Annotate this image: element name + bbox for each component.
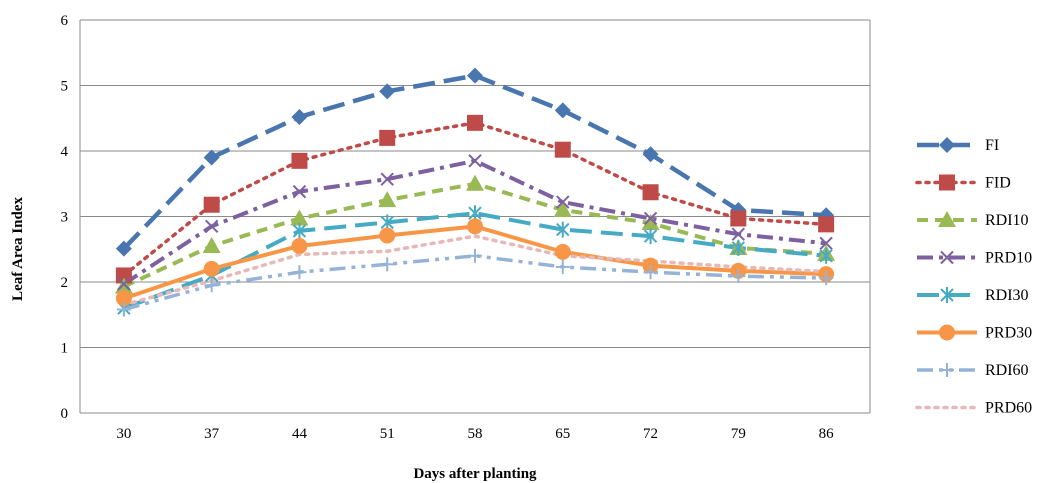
x-tick-label: 30 bbox=[116, 426, 131, 442]
x-tick-label: 37 bbox=[204, 426, 220, 442]
data-point-fi bbox=[554, 102, 571, 119]
series-markers bbox=[114, 67, 836, 317]
data-point-fi bbox=[291, 108, 308, 125]
x-tick-label: 79 bbox=[731, 426, 746, 442]
data-point-rdi60 bbox=[643, 265, 658, 280]
data-point-rdi30 bbox=[556, 221, 570, 238]
legend-label-prd30: PRD30 bbox=[985, 325, 1032, 342]
x-tick-label: 58 bbox=[468, 426, 483, 442]
y-tick-label: 6 bbox=[61, 13, 69, 29]
data-point-prd10 bbox=[643, 211, 658, 226]
data-point-fid bbox=[203, 196, 220, 213]
data-point-prd10 bbox=[117, 277, 131, 291]
data-point-fi bbox=[379, 83, 396, 100]
data-point-prd30 bbox=[467, 218, 483, 235]
data-point-prd30 bbox=[115, 290, 132, 307]
y-tick-label: 2 bbox=[61, 275, 69, 291]
data-point-rdi10 bbox=[202, 236, 221, 253]
legend-marker-fi bbox=[939, 137, 955, 153]
data-point-rdi60 bbox=[380, 257, 395, 272]
data-point-rdi10 bbox=[466, 174, 484, 191]
x-tick-label: 72 bbox=[643, 426, 658, 442]
data-point-fid bbox=[642, 184, 659, 201]
data-point-fi bbox=[203, 149, 220, 166]
series-line-rdi60 bbox=[123, 254, 827, 312]
data-point-rdi60 bbox=[292, 265, 307, 280]
data-point-prd10 bbox=[731, 227, 746, 241]
data-point-fid bbox=[818, 216, 835, 233]
data-point-prd30 bbox=[554, 243, 571, 260]
legend-item-rdi10: RDI10 bbox=[917, 211, 1029, 229]
x-tick-label: 86 bbox=[819, 426, 835, 442]
y-tick-label: 0 bbox=[61, 406, 69, 422]
y-tick-label: 4 bbox=[61, 144, 69, 160]
data-point-prd10 bbox=[468, 154, 482, 168]
x-axis-title: Days after planting bbox=[413, 466, 537, 482]
legend-label-prd60: PRD60 bbox=[985, 400, 1032, 417]
y-tick-labels: 0 1 2 3 4 5 6 bbox=[61, 13, 69, 422]
data-point-rdi30 bbox=[643, 228, 658, 245]
series-line-prd60 bbox=[122, 234, 828, 307]
legend-label-rdi30: RDI30 bbox=[985, 287, 1029, 304]
legend-item-rdi60: RDI60 bbox=[917, 362, 1029, 379]
data-point-prd10 bbox=[204, 219, 219, 234]
legend-item-prd30: PRD30 bbox=[917, 324, 1032, 342]
data-point-fi bbox=[467, 67, 483, 84]
y-tick-label: 3 bbox=[61, 210, 69, 226]
data-point-rdi10 bbox=[641, 214, 660, 231]
x-tick-label: 51 bbox=[380, 426, 395, 442]
y-tick-label: 1 bbox=[61, 341, 69, 357]
legend-label-rdi60: RDI60 bbox=[985, 362, 1029, 379]
legend-marker-prd10 bbox=[940, 250, 954, 265]
data-point-fid bbox=[291, 152, 308, 169]
series-lines bbox=[122, 73, 828, 312]
data-point-fid bbox=[730, 210, 747, 227]
data-point-prd10 bbox=[556, 195, 570, 209]
data-point-prd10 bbox=[292, 184, 307, 199]
data-point-rdi30 bbox=[292, 222, 307, 239]
legend-marker-rdi10 bbox=[938, 211, 956, 227]
legend: FI FID RDI10 PRD10 RDI30 PRD30 RDI60 PRD60 bbox=[915, 137, 1032, 417]
data-point-rdi60 bbox=[555, 259, 570, 274]
x-tick-label: 65 bbox=[555, 426, 570, 442]
data-point-rdi60 bbox=[116, 302, 131, 317]
legend-item-prd60: PRD60 bbox=[915, 400, 1032, 417]
data-point-prd30 bbox=[379, 227, 396, 244]
data-point-prd10 bbox=[380, 172, 394, 186]
data-point-rdi60 bbox=[204, 278, 219, 293]
legend-marker-prd30 bbox=[939, 324, 955, 341]
legend-marker-rdi60 bbox=[940, 363, 954, 377]
legend-item-rdi30: RDI30 bbox=[917, 287, 1029, 304]
data-point-rdi60 bbox=[731, 269, 746, 284]
legend-marker-fid bbox=[939, 174, 955, 191]
legend-label-rdi10: RDI10 bbox=[985, 212, 1029, 229]
data-point-rdi30 bbox=[819, 247, 833, 264]
data-point-fid bbox=[554, 141, 571, 158]
legend-marker-rdi30 bbox=[940, 287, 954, 303]
data-point-fi bbox=[642, 146, 659, 163]
legend-label-fi: FI bbox=[985, 137, 999, 154]
legend-label-prd10: PRD10 bbox=[985, 250, 1032, 267]
y-tick-label: 5 bbox=[61, 79, 69, 95]
data-point-rdi60 bbox=[468, 248, 482, 263]
data-point-rdi10 bbox=[378, 191, 397, 208]
legend-label-fid: FID bbox=[985, 175, 1011, 192]
data-point-prd30 bbox=[203, 260, 220, 277]
y-axis-title: Leaf Area Index bbox=[10, 197, 26, 301]
data-point-rdi60 bbox=[819, 271, 834, 286]
data-point-fid bbox=[467, 114, 483, 131]
data-point-prd30 bbox=[291, 237, 308, 254]
legend-item-fi: FI bbox=[917, 137, 999, 154]
x-tick-labels: 30 37 44 51 58 65 72 79 86 bbox=[116, 426, 834, 442]
data-point-fid bbox=[379, 129, 396, 146]
legend-item-prd10: PRD10 bbox=[917, 250, 1032, 267]
x-tick-label: 44 bbox=[292, 426, 308, 442]
data-point-rdi30 bbox=[731, 239, 746, 256]
data-point-prd10 bbox=[819, 236, 833, 251]
data-point-rdi10 bbox=[553, 200, 572, 217]
data-point-rdi10 bbox=[290, 209, 309, 226]
data-point-fi bbox=[115, 240, 132, 257]
legend-item-fid: FID bbox=[915, 174, 1011, 192]
